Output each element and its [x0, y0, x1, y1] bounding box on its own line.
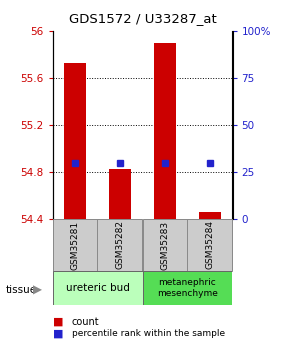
- Bar: [188, 219, 232, 271]
- Bar: [154, 43, 176, 219]
- Text: count: count: [72, 317, 100, 326]
- Text: ■: ■: [52, 317, 63, 326]
- Bar: [199, 212, 221, 219]
- Text: GDS1572 / U33287_at: GDS1572 / U33287_at: [69, 12, 216, 26]
- Text: ■: ■: [52, 329, 63, 338]
- Text: GSM35282: GSM35282: [116, 220, 124, 269]
- Text: tissue: tissue: [6, 286, 37, 295]
- Text: ureteric bud: ureteric bud: [66, 283, 129, 293]
- Text: GSM35283: GSM35283: [160, 220, 169, 269]
- Text: GSM35284: GSM35284: [206, 220, 214, 269]
- Bar: [52, 219, 98, 271]
- Bar: [64, 63, 86, 219]
- Bar: [98, 219, 142, 271]
- Bar: [52, 271, 142, 305]
- Bar: [142, 219, 188, 271]
- Text: GSM35281: GSM35281: [70, 220, 80, 269]
- Text: ▶: ▶: [33, 284, 42, 297]
- Text: percentile rank within the sample: percentile rank within the sample: [72, 329, 225, 338]
- Bar: [142, 271, 232, 305]
- Text: metanephric
mesenchyme: metanephric mesenchyme: [157, 278, 218, 298]
- Bar: [109, 169, 131, 219]
